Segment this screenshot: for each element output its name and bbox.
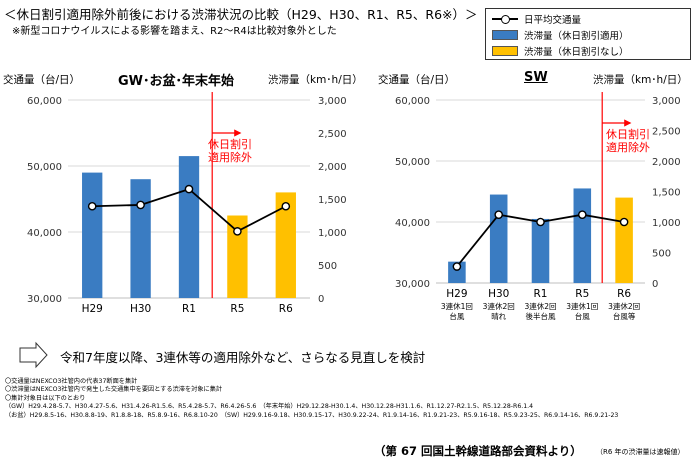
exclusion-annotation: 休日割引 (606, 127, 650, 141)
exclusion-annotation: 適用除外 (606, 140, 650, 154)
traffic-point (281, 201, 291, 211)
right-tick-label: 500 (652, 249, 671, 260)
legend-label-none: 渋滞量（休日割引なし） (524, 47, 629, 58)
chart1-plot: 30,000 40,000 50,000 60,000 0 500 1,000 1,500 2,… (27, 92, 347, 315)
congestion-bar (615, 197, 633, 283)
traffic-point (184, 184, 194, 194)
legend-label-applied: 渋滞量（休日割引適用） (524, 31, 629, 42)
right-tick-label: 0 (652, 279, 658, 290)
note-line: 〇渋滞量はNEXCO3社管内で発生した交通集中を要因とする渋滞を対象に集計 (5, 386, 223, 394)
legend-item-applied: 渋滞量（休日割引適用） (492, 28, 629, 42)
traffic-point (536, 217, 545, 227)
x-sublabel: 台風 (575, 311, 590, 321)
congestion-bar (82, 172, 103, 298)
legend-item-none: 渋滞量（休日割引なし） (492, 44, 629, 58)
x-tick-label: R6 (617, 288, 631, 300)
left-tick-label: 30,000 (27, 294, 62, 305)
left-tick-label: 30,000 (395, 279, 430, 290)
exclusion-annotation: 休日割引 (208, 137, 252, 151)
x-sublabel: 台風 (449, 311, 464, 321)
right-tick-label: 2,500 (318, 129, 347, 140)
right-tick-label: 2,000 (318, 162, 347, 173)
outline-arrow-icon (19, 341, 48, 369)
left-tick-label: 60,000 (395, 96, 430, 107)
congestion-bar (275, 192, 296, 298)
note-line: （お盆）H29.8.5-16、H30.8.8-19、R1.8.8-18、R5.8… (5, 411, 619, 419)
traffic-point (87, 201, 97, 211)
note-line: 〇集計対象日は以下のとおり (5, 394, 86, 402)
chart2-title: SW (524, 70, 548, 85)
x-sublabel: 3連休2回 (608, 301, 640, 311)
x-sublabel: 晴れ (491, 311, 506, 321)
x-tick-label: H30 (130, 303, 151, 315)
left-tick-label: 40,000 (27, 228, 62, 239)
x-sublabel: 台風等 (613, 311, 636, 321)
traffic-point (578, 210, 587, 219)
x-sublabel: 3連休2回 (483, 301, 515, 311)
right-tick-label: 1,000 (652, 218, 681, 229)
legend-item-traffic: 日平均交通量 (492, 12, 581, 26)
chart2-left-axis-unit: 交通量（台/日） (378, 74, 456, 86)
chart2-right-axis-unit: 渋滞量（km･h/日） (593, 74, 688, 86)
traffic-point (136, 200, 145, 210)
right-tick-label: 1,000 (318, 228, 347, 239)
notes: 〇交通量はNEXCO3社管内の代表37断面を集計 〇渋滞量はNEXCO3社管内で… (5, 378, 618, 420)
exclusion-annotation: 適用除外 (208, 150, 252, 164)
x-tick-label: H30 (488, 288, 509, 300)
congestion-bar (130, 179, 151, 298)
left-tick-label: 40,000 (395, 218, 430, 229)
x-sublabel: 3連休2回 (524, 301, 556, 311)
congestion-bar (178, 156, 200, 298)
right-tick-label: 3,000 (652, 96, 681, 107)
congestion-bar (489, 194, 508, 283)
blue-bar-swatch-icon (492, 30, 518, 40)
x-sublabel: 後半台風 (526, 311, 556, 321)
congestion-bar (573, 188, 592, 283)
chart1-title: GW･お盆･年末年始 (118, 74, 235, 89)
right-tick-label: 2,000 (652, 157, 681, 168)
congestion-bar (448, 261, 466, 283)
x-tick-label: R1 (182, 303, 196, 315)
x-tick-label: R5 (230, 303, 244, 315)
x-tick-label: R6 (279, 303, 293, 315)
x-tick-label: R1 (534, 288, 548, 300)
chart1-right-axis-unit: 渋滞量（km･h/日） (268, 74, 363, 86)
congestion-bar (227, 215, 248, 298)
source-note: （R6 年の渋滞量は速報値） (596, 448, 685, 456)
left-tick-label: 50,000 (395, 157, 430, 168)
legend-label-traffic: 日平均交通量 (524, 15, 582, 26)
traffic-point (452, 262, 462, 271)
right-tick-label: 0 (318, 294, 324, 305)
note-line: 〇交通量はNEXCO3社管内の代表37断面を集計 (5, 378, 138, 385)
chart1-left-axis-unit: 交通量（台/日） (3, 74, 81, 86)
x-tick-label: R5 (575, 288, 589, 300)
left-tick-label: 60,000 (27, 96, 62, 107)
congestion-bar (531, 218, 550, 283)
chart2-plot: 30,000 40,000 50,000 60,000 0 500 1,000 1,500 2,… (395, 92, 681, 321)
right-tick-label: 1,500 (652, 188, 681, 199)
left-tick-label: 50,000 (27, 162, 62, 173)
x-sublabel: 3連休1回 (441, 301, 473, 311)
x-tick-label: H29 (82, 303, 103, 315)
right-tick-label: 500 (318, 261, 337, 272)
yellow-bar-swatch-icon (492, 46, 518, 56)
right-tick-label: 1,500 (318, 195, 347, 206)
traffic-point (233, 227, 242, 236)
right-tick-label: 2,500 (652, 127, 681, 138)
traffic-point (619, 217, 629, 227)
line-marker-icon (492, 14, 518, 24)
legend: 日平均交通量 渋滞量（休日割引適用） 渋滞量（休日割引なし） (485, 8, 691, 60)
right-tick-label: 3,000 (318, 96, 347, 107)
note-line: （GW）H29.4.28-5.7、H30.4.27-5.6、H31.4.26-R… (5, 403, 534, 411)
x-sublabel: 3連休1回 (566, 301, 598, 311)
x-tick-label: H29 (446, 288, 467, 300)
source-citation: （第 67 回国土幹線道路部会資料より） (374, 444, 582, 458)
traffic-point (494, 210, 504, 219)
page-subtitle: ※新型コロナウイルスによる影響を踏まえ、R2～R4は比較対象外とした (12, 26, 337, 37)
page-title: ＜休日割引適用除外前後における渋滞状況の比較（H29、H30、R1、R5、R6※… (4, 7, 478, 22)
conclusion-text: 令和7年度以降、3連休等の適用除外など、さらなる見直しを検討 (60, 350, 426, 365)
